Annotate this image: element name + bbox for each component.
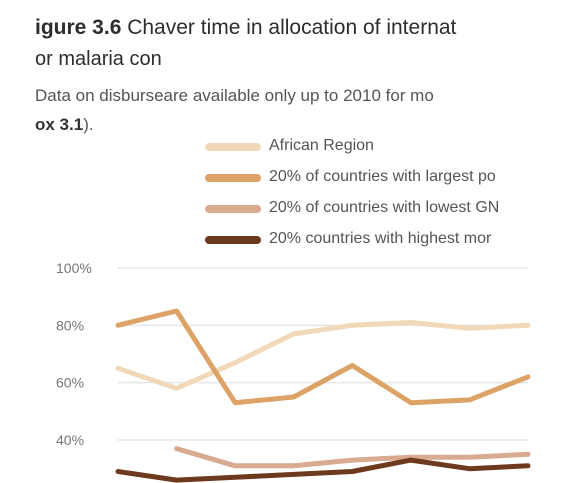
figure-title-line2: or malaria con bbox=[35, 48, 162, 70]
legend-label: 20% of countries with lowest GN bbox=[269, 199, 500, 216]
legend-swatch bbox=[205, 205, 261, 213]
y-tick-label: 40% bbox=[56, 432, 84, 448]
y-tick-label: 80% bbox=[56, 317, 84, 333]
crop-edge bbox=[533, 0, 573, 483]
chart-legend: African Region 20% of countries with lar… bbox=[205, 132, 535, 256]
series-line bbox=[115, 308, 531, 406]
figure-title: igure 3.6 Chaver time in allocation of i… bbox=[35, 14, 456, 42]
series-line bbox=[115, 457, 531, 483]
legend-item: 20% of countries with largest po bbox=[205, 163, 535, 194]
legend-swatch bbox=[205, 174, 261, 182]
figure-number: igure 3.6 bbox=[35, 16, 122, 39]
legend-item: African Region bbox=[205, 132, 535, 163]
figure-note-end: ). bbox=[83, 115, 94, 134]
legend-swatch bbox=[205, 236, 261, 244]
legend-label: 20% of countries with largest po bbox=[269, 168, 496, 185]
series-line bbox=[174, 446, 531, 469]
figure-note-ref: ox 3.1 bbox=[35, 115, 84, 134]
legend-label: 20% countries with highest mor bbox=[269, 230, 492, 247]
y-tick-label: 100% bbox=[56, 260, 92, 276]
series-line bbox=[115, 320, 531, 391]
legend-item: 20% countries with highest mor bbox=[205, 225, 535, 256]
figure-title-text: Chaver time in allocation of internat bbox=[121, 16, 457, 39]
legend-label: African Region bbox=[269, 137, 374, 154]
figure-note-line2: ox 3.1). bbox=[35, 113, 94, 137]
figure-note: Data on disburseare available only up to… bbox=[35, 86, 434, 105]
legend-item: 20% of countries with lowest GN bbox=[205, 194, 535, 225]
y-tick-label: 60% bbox=[56, 375, 84, 391]
legend-swatch bbox=[205, 143, 261, 151]
